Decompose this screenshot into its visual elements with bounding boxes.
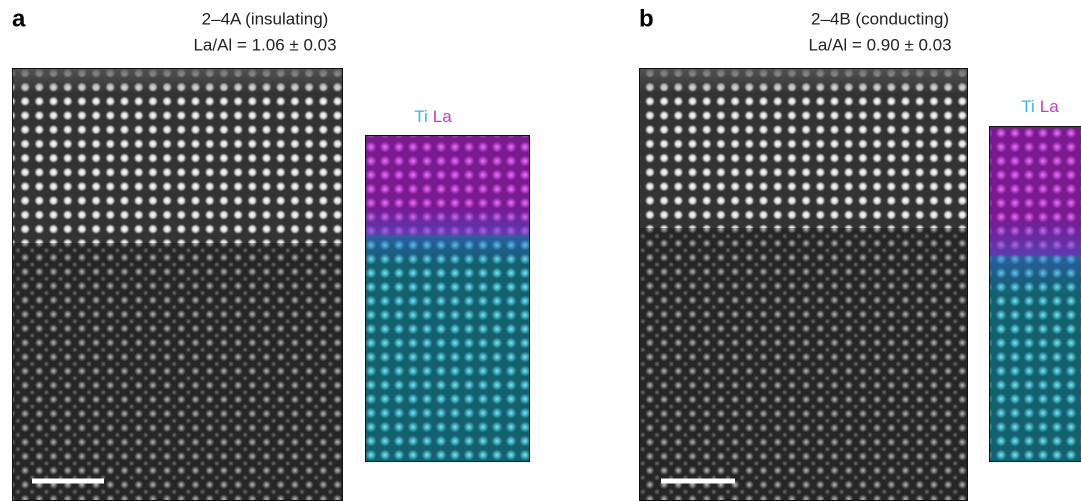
eds-map [365, 135, 530, 462]
panel-ratio: La/Al = 1.06 ± 0.03 [193, 35, 336, 54]
eds-map [989, 126, 1081, 462]
legend-la: La [433, 107, 452, 126]
panel-label: a [12, 5, 26, 32]
haadf-image [639, 68, 968, 501]
legend-la: La [1040, 97, 1059, 116]
panel-ratio: La/Al = 0.90 ± 0.03 [808, 35, 951, 54]
panel-title: 2–4A (insulating) [202, 9, 329, 28]
legend-ti: Ti [414, 107, 428, 126]
legend-ti: Ti [1021, 97, 1035, 116]
haadf-image [12, 68, 343, 501]
map-legend: Ti La [414, 107, 452, 126]
map-legend: Ti La [1021, 97, 1059, 116]
panel-label: b [639, 5, 654, 32]
panel-title: 2–4B (conducting) [811, 9, 949, 28]
